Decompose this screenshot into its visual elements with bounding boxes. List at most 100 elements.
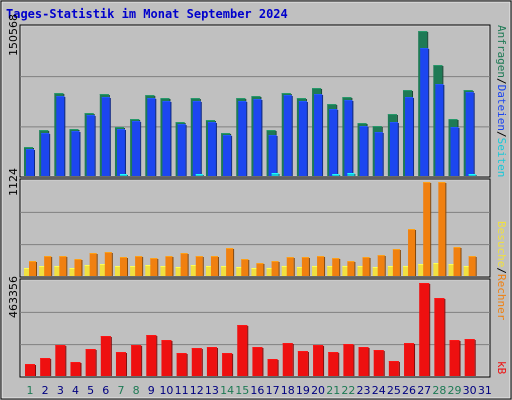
bar-rechner-shadow xyxy=(187,254,189,276)
bar-kb xyxy=(25,364,35,376)
bar-dateien xyxy=(298,101,307,176)
bar-kb-shadow xyxy=(216,348,218,376)
bar-besuche xyxy=(372,267,379,276)
day-label: 8 xyxy=(133,384,140,397)
bar-anfragen-highlight xyxy=(84,113,94,114)
bar-rechner-shadow xyxy=(415,230,417,276)
bar-rechner-shadow xyxy=(475,257,477,276)
bar-rechner-shadow xyxy=(460,248,462,276)
bar-dateien-shadow xyxy=(306,102,308,176)
bar-seiten xyxy=(347,173,355,176)
bar-kb-highlight xyxy=(115,352,126,353)
bar-dateien-shadow xyxy=(413,98,415,176)
bar-rechner-highlight xyxy=(150,258,158,259)
bar-rechner-highlight xyxy=(74,259,82,260)
bar-dateien-highlight xyxy=(162,101,171,102)
bar-rechner-highlight xyxy=(301,257,309,258)
bar-rechner-shadow xyxy=(369,258,371,276)
bar-dateien-shadow xyxy=(215,123,217,176)
bar-besuche-highlight xyxy=(251,268,258,269)
bar-rechner xyxy=(347,261,355,276)
bar-kb-highlight xyxy=(419,283,430,284)
bar-rechner-highlight xyxy=(377,255,385,256)
bar-rechner-shadow xyxy=(217,257,219,276)
bar-rechner-highlight xyxy=(332,258,340,259)
day-label: 4 xyxy=(72,384,79,397)
bar-rechner-shadow xyxy=(248,260,250,276)
legend-top-part: / xyxy=(495,130,508,138)
bar-besuche xyxy=(160,266,167,276)
bar-anfragen-highlight xyxy=(403,90,413,91)
legend-top-part: Anfragen xyxy=(495,25,508,78)
bar-kb xyxy=(373,350,384,376)
bar-dateien-highlight xyxy=(344,100,353,101)
bar-rechner-highlight xyxy=(408,229,416,230)
bar-kb-shadow xyxy=(353,345,355,376)
bar-kb xyxy=(358,347,369,376)
bar-kb-shadow xyxy=(307,352,309,376)
bar-dateien xyxy=(223,135,232,176)
bar-dateien xyxy=(192,101,201,176)
bar-kb xyxy=(191,348,202,376)
bar-dateien-highlight xyxy=(314,94,323,95)
bar-seiten-shadow xyxy=(278,174,280,176)
bar-kb xyxy=(252,347,263,376)
bar-dateien xyxy=(71,131,80,176)
bar-dateien-highlight xyxy=(298,101,307,102)
bar-rechner-shadow xyxy=(354,262,356,276)
bar-dateien-shadow xyxy=(155,99,157,176)
bar-anfragen-highlight xyxy=(130,119,140,120)
bar-kb xyxy=(222,353,233,376)
bar-besuche xyxy=(175,267,182,276)
bar-rechner-shadow xyxy=(293,258,295,276)
bar-besuche xyxy=(342,266,349,276)
bar-rechner-highlight xyxy=(286,257,294,258)
bar-seiten-highlight xyxy=(332,174,340,175)
bar-rechner-highlight xyxy=(423,182,431,183)
bar-besuche xyxy=(387,266,394,276)
day-label: 11 xyxy=(175,384,189,397)
legend-bottom-panel: kB xyxy=(495,361,508,374)
bar-kb xyxy=(449,340,460,376)
bar-besuche-highlight xyxy=(387,266,394,267)
bar-rechner xyxy=(377,255,385,276)
bar-rechner xyxy=(271,261,279,276)
bar-dateien xyxy=(253,99,262,176)
bar-anfragen-highlight xyxy=(221,133,231,134)
bar-rechner-highlight xyxy=(271,261,279,262)
bar-dateien xyxy=(329,109,338,176)
bar-dateien-highlight xyxy=(450,127,459,128)
bar-anfragen-highlight xyxy=(433,65,443,66)
bar-seiten-shadow xyxy=(126,175,128,176)
bar-kb-shadow xyxy=(232,354,234,376)
bar-kb-highlight xyxy=(55,345,66,346)
bar-dateien-highlight xyxy=(405,97,414,98)
bar-kb-shadow xyxy=(201,349,203,376)
bar-besuche-highlight xyxy=(327,266,334,267)
bar-rechner-highlight xyxy=(195,256,203,257)
bar-besuche xyxy=(54,266,61,276)
bar-dateien-shadow xyxy=(443,85,445,176)
bar-besuche xyxy=(221,266,228,276)
bar-dateien-shadow xyxy=(124,130,126,176)
bar-rechner xyxy=(59,256,67,276)
bar-rechner-shadow xyxy=(308,258,310,276)
bar-rechner xyxy=(408,229,416,276)
bar-dateien-highlight xyxy=(465,92,474,93)
bar-rechner-highlight xyxy=(104,252,112,253)
bar-anfragen-highlight xyxy=(205,120,215,121)
day-label: 18 xyxy=(281,384,295,397)
bar-dateien-highlight xyxy=(374,132,383,133)
bar-kb-shadow xyxy=(444,299,446,376)
bar-dateien xyxy=(147,98,156,176)
bar-rechner-shadow xyxy=(96,254,98,276)
bar-dateien-shadow xyxy=(291,96,293,176)
day-label: 21 xyxy=(326,384,340,397)
bar-anfragen-highlight xyxy=(387,114,397,115)
bar-kb-shadow xyxy=(35,365,36,376)
bar-besuche-highlight xyxy=(433,263,440,264)
bar-besuche xyxy=(327,266,334,276)
bar-besuche xyxy=(205,266,212,276)
bottom-panel-max-label: 463356 xyxy=(7,276,20,318)
bar-dateien xyxy=(283,95,292,176)
